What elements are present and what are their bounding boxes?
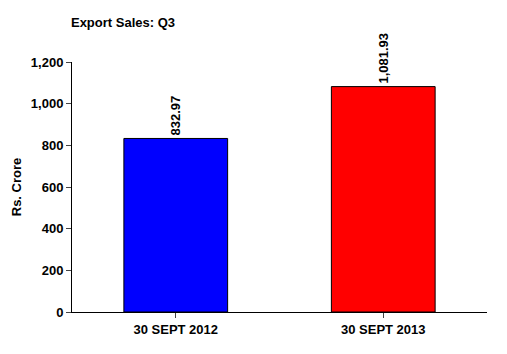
svg-text:400: 400 [42, 221, 64, 236]
svg-text:0: 0 [56, 305, 63, 320]
svg-text:600: 600 [42, 180, 64, 195]
svg-text:1,081.93: 1,081.93 [376, 33, 391, 84]
svg-text:832.97: 832.97 [168, 96, 183, 136]
svg-text:200: 200 [42, 263, 64, 278]
svg-text:1,200: 1,200 [31, 55, 64, 70]
svg-text:800: 800 [42, 138, 64, 153]
svg-text:1,000: 1,000 [31, 96, 64, 111]
svg-text:Export Sales: Q3: Export Sales: Q3 [71, 15, 175, 30]
svg-text:Rs. Crore: Rs. Crore [9, 158, 24, 217]
svg-text:30 SEPT 2013: 30 SEPT 2013 [341, 322, 426, 337]
svg-text:30 SEPT 2012: 30 SEPT 2012 [133, 322, 218, 337]
